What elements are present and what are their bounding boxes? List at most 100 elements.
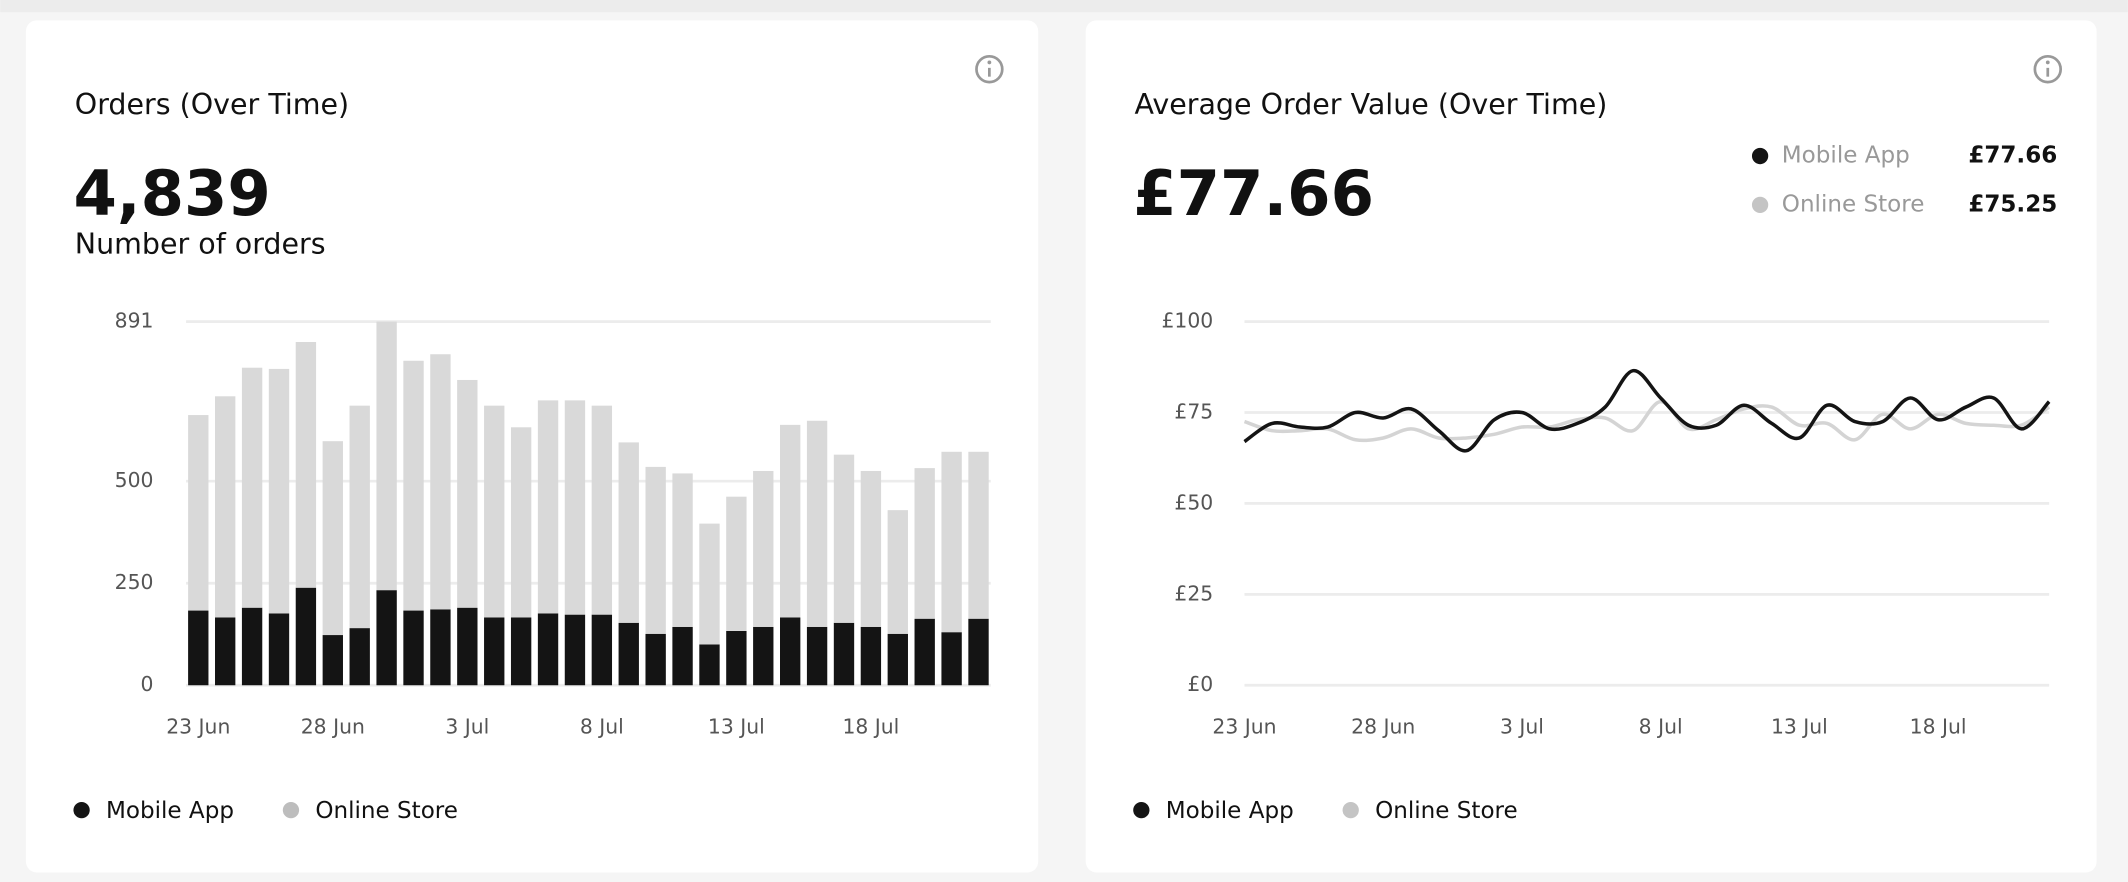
y-tick-label: £25 — [1174, 581, 1213, 605]
y-tick-label: 500 — [115, 468, 154, 492]
bar-segment — [860, 626, 882, 686]
bar-segment — [645, 633, 666, 686]
bar-segment — [699, 644, 720, 686]
x-tick-label: 18 Jul — [842, 714, 899, 738]
y-tick-label: £50 — [1174, 490, 1213, 514]
summary-value: £77.66 — [1968, 143, 2057, 169]
legend-label: Online Store — [315, 798, 458, 824]
x-tick-label: 3 Jul — [1500, 714, 1544, 738]
summary-value: £75.25 — [1968, 191, 2057, 217]
bar-segment — [457, 379, 478, 608]
bar-segment — [322, 635, 343, 686]
y-tick-label: £75 — [1174, 400, 1213, 424]
bar-segment — [295, 587, 317, 686]
bar-segment — [726, 630, 747, 686]
bar-segment — [510, 617, 532, 686]
bar-segment — [564, 614, 586, 686]
bar-segment — [484, 617, 505, 686]
x-tick-label: 18 Jul — [1910, 714, 1967, 738]
bar-segment — [484, 405, 505, 618]
x-tick-label: 23 Jun — [1212, 714, 1276, 738]
bar-segment — [457, 607, 478, 686]
legend-dot — [282, 801, 300, 819]
card — [25, 20, 1039, 873]
bar-segment — [349, 405, 370, 629]
bar-segment — [349, 628, 370, 686]
bar-segment — [215, 396, 236, 618]
summary-dot — [1751, 147, 1769, 165]
legend-label: Online Store — [1375, 798, 1518, 824]
bar-segment — [806, 626, 828, 686]
bar-segment — [780, 617, 801, 686]
bar-segment — [430, 609, 451, 686]
kpi-label: Number of orders — [75, 228, 326, 261]
x-tick-label: 8 Jul — [580, 714, 624, 738]
bar-segment — [672, 626, 693, 686]
summary-name: Online Store — [1782, 191, 1925, 217]
bar-segment — [806, 420, 828, 627]
bar-segment — [780, 424, 801, 618]
bar-segment — [833, 622, 855, 686]
info-icon[interactable] — [975, 54, 1004, 84]
legend-label: Mobile App — [106, 798, 234, 824]
bar-segment — [322, 441, 343, 636]
bar-segment — [430, 354, 451, 610]
bar-segment — [537, 400, 559, 614]
card-title: Average Order Value (Over Time) — [1135, 88, 1608, 121]
y-tick-label: £100 — [1161, 309, 1213, 333]
card-title: Orders (Over Time) — [75, 88, 349, 121]
line — [1243, 368, 2051, 453]
bar-segment — [968, 451, 989, 619]
legend-label: Mobile App — [1166, 798, 1294, 824]
x-tick-label: 23 Jun — [166, 714, 230, 738]
y-tick-label: £0 — [1187, 672, 1213, 696]
bar-segment — [268, 368, 290, 614]
bar-segment — [403, 360, 424, 611]
bar-segment — [188, 415, 209, 611]
kpi: £77.66 — [1133, 157, 1374, 230]
y-tick-label: 250 — [115, 570, 154, 594]
x-tick-label: 28 Jun — [301, 714, 365, 738]
info-icon[interactable] — [2033, 54, 2063, 84]
kpi: 4,839 — [73, 157, 270, 230]
top-strip — [0, 0, 2128, 13]
legend-dot — [1342, 801, 1359, 819]
line — [1243, 399, 2051, 443]
bar-segment — [672, 473, 693, 627]
x-tick-label: 8 Jul — [1639, 714, 1683, 738]
y-tick-label: 0 — [141, 672, 154, 696]
bar-segment — [941, 451, 962, 633]
bar-segment — [241, 607, 263, 686]
bar-segment — [645, 466, 666, 634]
bar-segment — [403, 610, 424, 686]
bar-segment — [295, 341, 317, 588]
bar-segment — [268, 613, 290, 686]
x-tick-label: 28 Jun — [1351, 714, 1415, 738]
bar-segment — [914, 618, 935, 686]
x-tick-label: 3 Jul — [445, 714, 489, 738]
bar-segment — [537, 613, 559, 686]
bar-segment — [753, 626, 774, 686]
bar-segment — [726, 496, 747, 631]
bar-segment — [699, 523, 720, 645]
bar-segment — [591, 614, 613, 686]
bar-segment — [510, 427, 532, 618]
y-tick-label: 891 — [115, 309, 154, 333]
x-tick-label: 13 Jul — [1771, 714, 1828, 738]
x-tick-label: 13 Jul — [708, 714, 765, 738]
bar-segment — [860, 470, 882, 627]
bar-segment — [753, 470, 774, 627]
bar-segment — [215, 617, 236, 686]
bar-segment — [591, 405, 613, 615]
bar-segment — [887, 510, 908, 634]
bar-segment — [188, 610, 209, 686]
legend-dot — [73, 801, 90, 819]
bar-segment — [968, 618, 989, 686]
bar-segment — [887, 633, 908, 686]
bar-segment — [914, 468, 935, 619]
summary-dot — [1751, 196, 1769, 214]
bar-segment — [941, 632, 962, 686]
card — [1085, 20, 2097, 873]
bar-segment — [618, 442, 639, 623]
